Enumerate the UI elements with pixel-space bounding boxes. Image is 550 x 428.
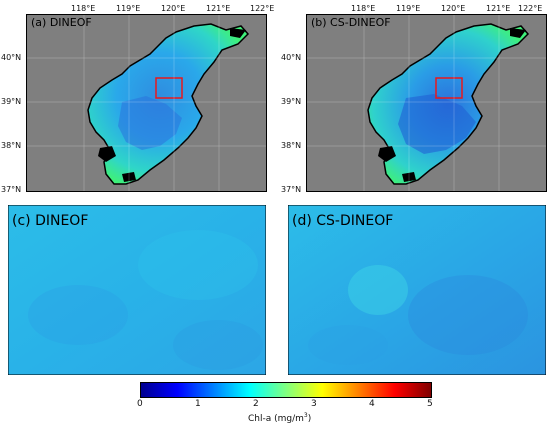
lon-tick: 121°E (206, 4, 231, 13)
map-b (306, 14, 547, 192)
colorbar-label: Chl-a (mg/m3) (248, 412, 312, 424)
map-border (306, 14, 547, 192)
lat-tick: 37°N (281, 185, 302, 194)
panel-a: (a) DINEOF 118°E 119°E 120°E 121°E 122°E… (0, 0, 275, 205)
lon-tick: 120°E (161, 4, 186, 13)
lat-tick: 38°N (281, 141, 302, 150)
texture-patch (308, 325, 388, 365)
zoom-map-c (8, 205, 266, 375)
lat-tick: 38°N (1, 141, 22, 150)
colorbar-tick: 0 (137, 399, 143, 409)
coast-land-patch (378, 146, 396, 162)
lat-tick: 39°N (281, 97, 302, 106)
coast-land-patch (98, 146, 116, 162)
lat-tick: 37°N (1, 185, 22, 194)
lon-tick: 120°E (441, 4, 466, 13)
panel-title-d: (d) CS-DINEOF (292, 213, 394, 229)
colorbar-tick: 4 (369, 399, 375, 409)
deep-water-patch (118, 96, 182, 150)
colorbar-gradient (140, 382, 432, 398)
panel-b: (b) CS-DINEOF 118°E 119°E 120°E 121°E 12… (280, 0, 550, 205)
texture-patch (28, 285, 128, 345)
bohai-sea (87, 23, 250, 185)
map-a (26, 14, 267, 192)
map-frame-b (306, 14, 547, 192)
map-frame-a (26, 14, 267, 192)
lat-tick: 40°N (281, 53, 302, 62)
coast-land-patch (230, 28, 246, 38)
highlight-box-a (155, 77, 183, 99)
graticule (26, 14, 267, 192)
lon-tick: 119°E (116, 4, 141, 13)
texture-patch (173, 320, 263, 370)
lat-tick: 39°N (1, 97, 22, 106)
colorbar-tick: 3 (311, 399, 317, 409)
graticule (306, 14, 547, 192)
zoom-map-d (288, 205, 546, 375)
texture-patch (408, 275, 528, 355)
panel-title-c: (c) DINEOF (12, 213, 89, 229)
map-border (26, 14, 267, 192)
panel-title-a: (a) DINEOF (31, 16, 92, 29)
texture-patch (138, 230, 258, 300)
panel-d: (d) CS-DINEOF (288, 205, 546, 375)
colorbar-tick: 5 (427, 399, 433, 409)
colorbar-tick: 2 (253, 399, 259, 409)
lon-tick: 118°E (351, 4, 376, 13)
lon-tick: 119°E (396, 4, 421, 13)
coast-land-patch (510, 28, 526, 38)
colorbar: 0 1 2 3 4 5 Chl-a (mg/m3) (137, 382, 433, 426)
lat-tick: 40°N (1, 53, 22, 62)
lon-tick: 121°E (486, 4, 511, 13)
panel-title-b: (b) CS-DINEOF (311, 16, 391, 29)
lon-tick: 118°E (71, 4, 96, 13)
highlight-box-b (435, 77, 463, 99)
lon-tick: 122°E (250, 4, 275, 13)
deep-water-patch (398, 94, 476, 154)
lon-tick: 122°E (518, 4, 543, 13)
texture-patch (348, 265, 408, 315)
colorbar-tick: 1 (195, 399, 201, 409)
panel-c: (c) DINEOF (8, 205, 266, 375)
